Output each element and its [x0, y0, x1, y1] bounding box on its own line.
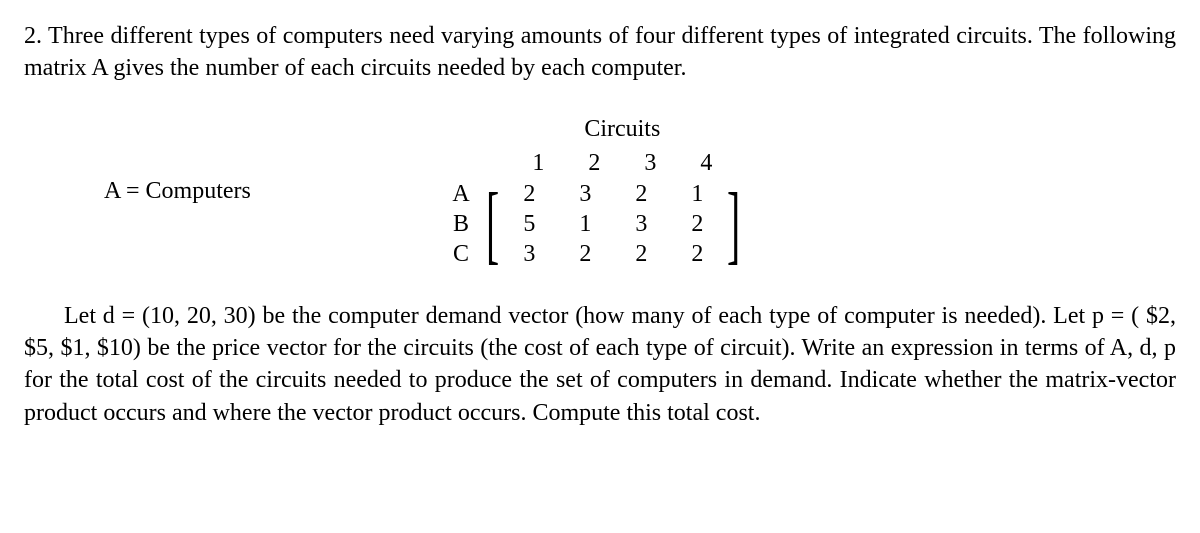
matrix-body: A B C [ 2 3 2 1 5 1 3 2 3 2 2 2 ]	[444, 180, 743, 270]
matrix-cell: 2	[523, 178, 535, 210]
matrix-area: A = Computers Circuits 1 2 3 4 A B C [ 2…	[24, 113, 1176, 270]
matrix-cell: 2	[691, 238, 703, 270]
col-header: 2	[566, 147, 622, 179]
matrix-cell: 1	[691, 178, 703, 210]
problem-number: 2.	[24, 23, 42, 49]
matrix-cell: 3	[523, 238, 535, 270]
matrix-cell: 3	[635, 208, 647, 240]
row-labels: A B C	[444, 180, 478, 270]
col-header: 1	[510, 147, 566, 179]
row-label: B	[444, 208, 478, 240]
right-bracket-icon: ]	[727, 181, 740, 269]
matrix-cell: 3	[579, 178, 591, 210]
col-header: 3	[622, 147, 678, 179]
matrix-cell: 2	[635, 238, 647, 270]
matrix-cell: 5	[523, 208, 535, 240]
circuits-title: Circuits	[584, 113, 660, 145]
matrix-grid: 2 3 2 1 5 1 3 2 3 2 2 2	[501, 180, 725, 270]
problem-body: Let d = (10, 20, 30) be the computer dem…	[24, 300, 1176, 430]
column-headers: 1 2 3 4	[510, 147, 734, 179]
matrix-cell: 1	[579, 208, 591, 240]
left-bracket-icon: [	[486, 181, 499, 269]
col-header: 4	[678, 147, 734, 179]
matrix-left-label: A = Computers	[24, 175, 444, 207]
intro-text: Three different types of computers need …	[24, 23, 1176, 81]
row-label: A	[444, 178, 478, 210]
problem-intro: 2. Three different types of computers ne…	[24, 20, 1176, 85]
matrix-block: Circuits 1 2 3 4 A B C [ 2 3 2 1 5 1 3 2	[444, 113, 743, 270]
matrix-cell: 2	[691, 208, 703, 240]
row-label: C	[444, 238, 478, 270]
matrix-cell: 2	[579, 238, 591, 270]
matrix-cell: 2	[635, 178, 647, 210]
